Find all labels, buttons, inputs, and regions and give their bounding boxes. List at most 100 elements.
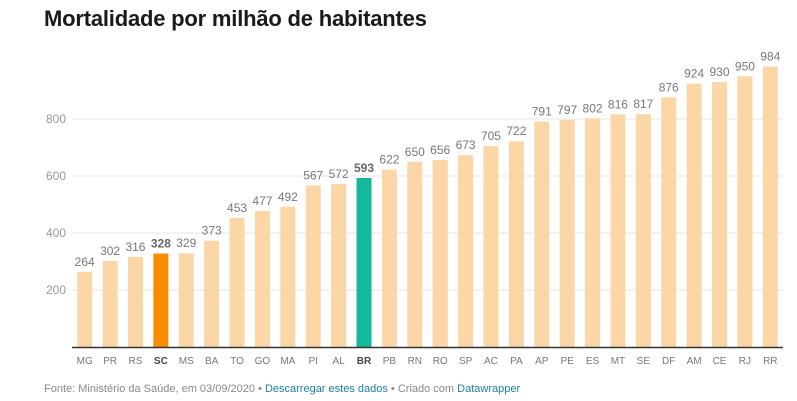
- value-label: 477: [252, 194, 272, 208]
- bar-rr: [762, 66, 778, 347]
- download-data-link[interactable]: Descarregar estes dados: [264, 383, 388, 395]
- bar-br: [356, 177, 372, 347]
- bar-ap: [534, 121, 550, 347]
- x-tick-label: SP: [459, 356, 473, 367]
- x-tick-label: TO: [230, 356, 244, 367]
- x-tick-label: RR: [763, 356, 777, 367]
- bar-mg: [77, 271, 93, 347]
- bar-ce: [712, 81, 728, 347]
- x-tick-label: DF: [662, 356, 675, 367]
- datawrapper-link[interactable]: Datawrapper: [457, 383, 521, 395]
- value-label: 984: [760, 50, 780, 64]
- x-tick-label: PB: [383, 356, 397, 367]
- chart-title: Mortalidade por milhão de habitantes: [44, 6, 427, 31]
- value-label: 567: [303, 168, 323, 182]
- x-tick-label: AL: [333, 356, 346, 367]
- value-label: 722: [506, 124, 526, 138]
- value-label: 791: [532, 105, 552, 119]
- bar-sp: [458, 155, 474, 347]
- value-label: 264: [75, 255, 95, 269]
- value-label: 572: [329, 167, 349, 181]
- value-label: 930: [710, 65, 730, 79]
- value-label: 373: [202, 224, 222, 238]
- value-label: 876: [659, 80, 679, 94]
- bar-es: [585, 118, 601, 348]
- x-axis-labels: MG PR RS SC MS BA TO GO MA PI AL BR PB RN RO SP AC PA AP PE…: [77, 356, 778, 367]
- bar-sc: [153, 253, 169, 347]
- x-tick-label: SE: [637, 356, 651, 367]
- x-tick-label: MA: [280, 356, 295, 367]
- value-label: 656: [430, 143, 450, 157]
- value-label: 817: [633, 97, 653, 111]
- x-tick-label: PR: [103, 356, 117, 367]
- bar-ba: [204, 240, 220, 347]
- separator: •: [258, 383, 262, 395]
- bar-mt: [610, 114, 626, 347]
- bar-al: [331, 183, 347, 347]
- value-label: 302: [100, 244, 120, 258]
- bar-pb: [381, 169, 397, 347]
- value-label: 329: [176, 236, 196, 250]
- value-label: 797: [557, 103, 577, 117]
- x-tick-label: AC: [484, 356, 498, 367]
- bar-ms: [178, 253, 194, 347]
- value-label: 950: [735, 59, 755, 73]
- x-tick-label: MT: [611, 356, 625, 367]
- x-tick-label: PI: [309, 356, 318, 367]
- y-tick-label: 200: [46, 283, 66, 297]
- bar-df: [661, 97, 677, 347]
- x-tick-label: RN: [408, 356, 422, 367]
- x-tick-label: BA: [205, 356, 219, 367]
- value-label: 705: [481, 129, 501, 143]
- x-tick-label: PA: [510, 356, 523, 367]
- bar-pa: [508, 141, 524, 347]
- value-label: 316: [125, 240, 145, 254]
- y-tick-label: 400: [46, 226, 66, 240]
- bar-pi: [305, 185, 321, 347]
- value-label: 816: [608, 97, 628, 111]
- x-tick-label: MG: [77, 356, 93, 367]
- x-tick-label: GO: [255, 356, 271, 367]
- x-tick-label: AM: [687, 356, 702, 367]
- y-tick-label: 600: [46, 169, 66, 183]
- bar-to: [229, 217, 245, 347]
- x-tick-label: ES: [586, 356, 600, 367]
- bar-rj: [737, 76, 753, 347]
- x-tick-label: BR: [357, 356, 372, 367]
- x-tick-label: RO: [433, 356, 448, 367]
- bar-pr: [102, 260, 118, 347]
- bar-rs: [127, 256, 143, 347]
- value-label: 924: [684, 67, 704, 81]
- bar-am: [686, 83, 702, 347]
- value-label: 492: [278, 190, 298, 204]
- bar-se: [635, 114, 651, 347]
- value-label: 328: [151, 237, 171, 251]
- bars: [77, 66, 778, 348]
- footer: Fonte: Ministério da Saúde, em 03/09/202…: [44, 383, 520, 395]
- created-with-text: Criado com: [397, 383, 455, 395]
- value-label: 453: [227, 201, 247, 215]
- x-tick-label: PE: [560, 356, 574, 367]
- separator: •: [390, 383, 395, 395]
- bar-ro: [432, 160, 448, 347]
- value-label: 673: [456, 138, 476, 152]
- bar-ac: [483, 146, 499, 347]
- bar-chart: 200 400 600 800 264 302 316 328 329 373 453 477 492…: [46, 50, 783, 367]
- value-label: 622: [379, 153, 399, 167]
- value-labels: 264 302 316 328 329 373 453 477 492 567 572 593 622 6…: [75, 50, 781, 269]
- x-tick-label: SC: [154, 356, 168, 367]
- x-tick-label: CE: [713, 356, 727, 367]
- bar-ma: [280, 206, 296, 347]
- bar-rn: [407, 161, 423, 347]
- y-tick-label: 800: [46, 112, 66, 126]
- source-text: Fonte: Ministério da Saúde, em 03/09/202…: [44, 383, 255, 395]
- x-tick-label: AP: [535, 356, 549, 367]
- value-label: 802: [583, 101, 603, 115]
- bar-go: [254, 211, 270, 347]
- bar-pe: [559, 119, 575, 347]
- value-label: 593: [354, 161, 374, 175]
- x-tick-label: RS: [129, 356, 143, 367]
- value-label: 650: [405, 145, 425, 159]
- x-tick-label: MS: [179, 356, 194, 367]
- x-tick-label: RJ: [739, 356, 751, 367]
